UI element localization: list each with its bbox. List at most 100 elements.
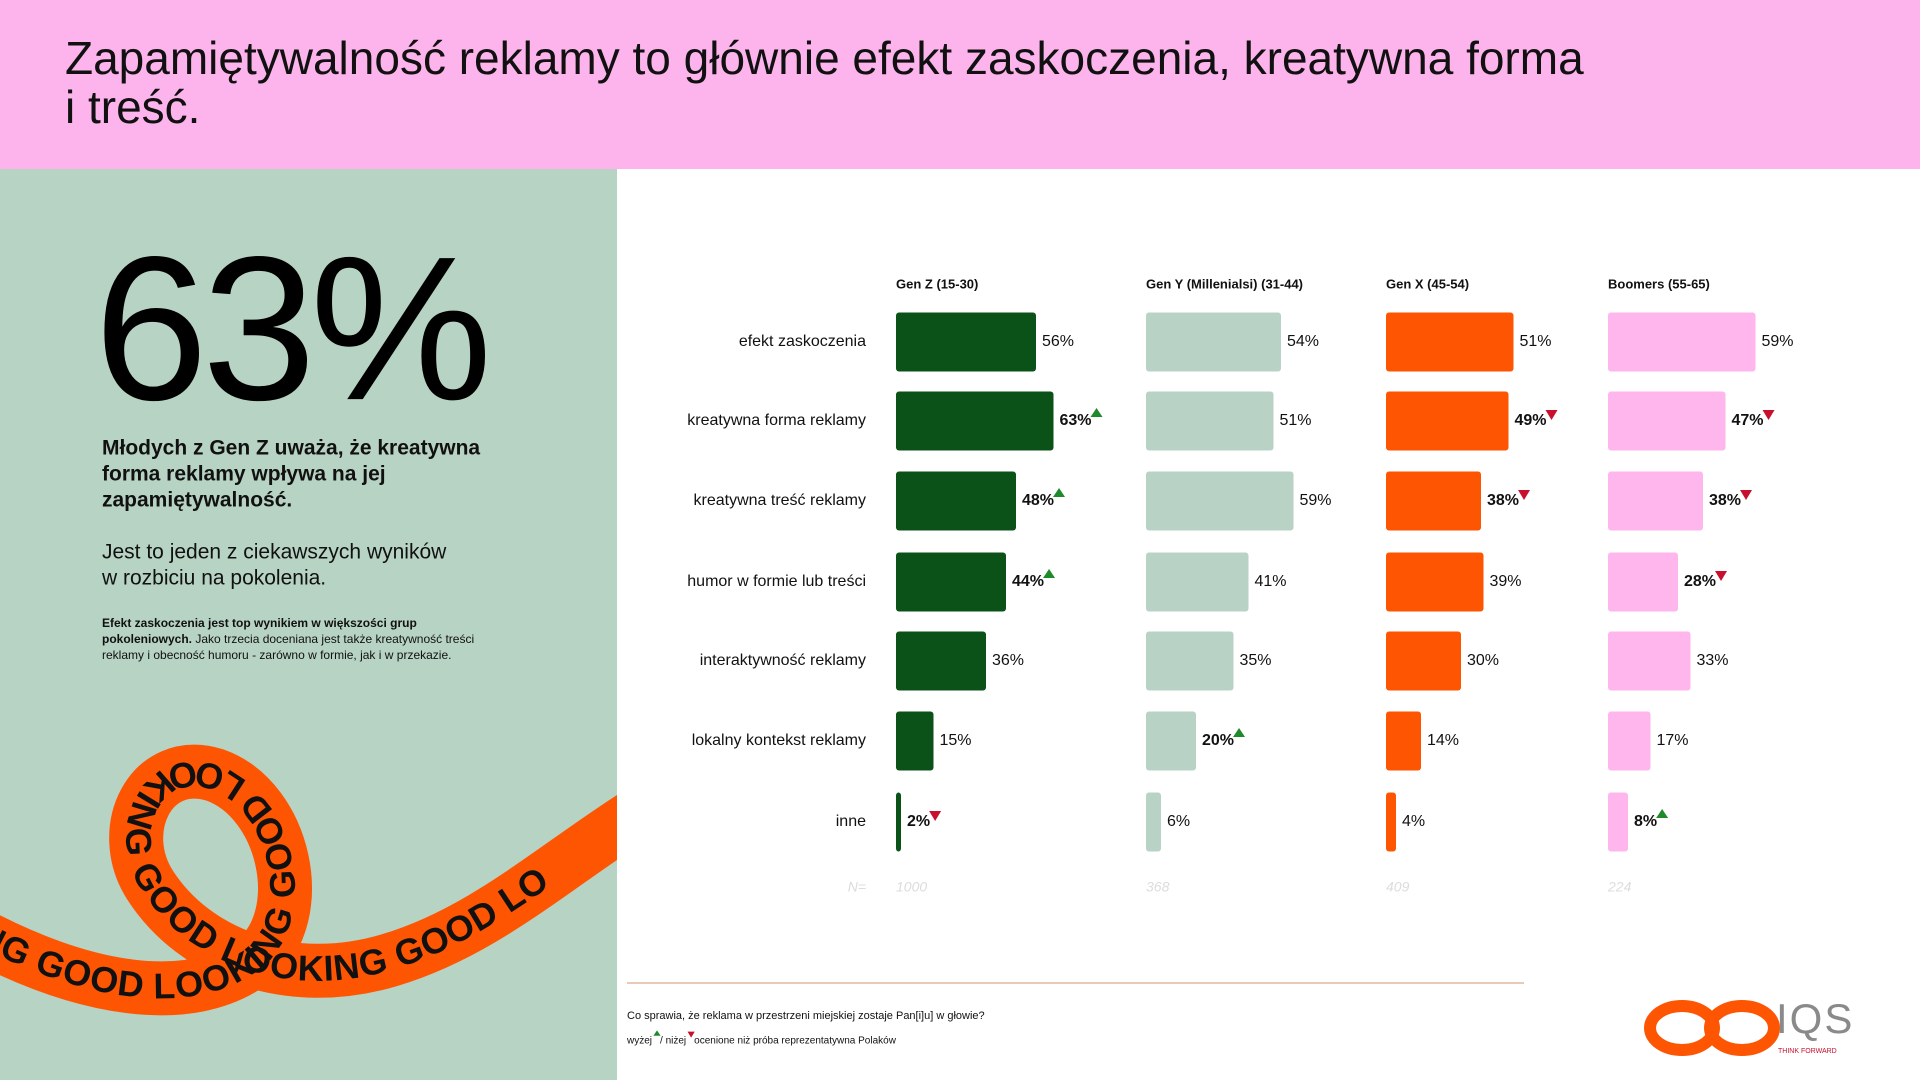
category-label: efekt zaskoczenia	[739, 333, 866, 350]
value-label: 14%	[1427, 732, 1459, 749]
note: Efekt zaskoczenia jest top wynikiem w wi…	[102, 616, 474, 662]
sample-size: 409	[1386, 879, 1410, 895]
significance-marker	[653, 1030, 661, 1036]
significance-marker	[1233, 728, 1246, 737]
bar	[1146, 312, 1281, 372]
sample-label: N=	[848, 879, 866, 895]
brand: IQS	[1776, 995, 1854, 1042]
category-label: humor w formie lub treści	[687, 573, 866, 590]
value-label: 28%	[1684, 573, 1716, 590]
significance-marker	[1053, 488, 1066, 497]
value-label: 4%	[1402, 813, 1425, 830]
value-label: 39%	[1490, 573, 1522, 590]
note-regular: reklamy i obecność humoru - zarówno w fo…	[102, 648, 451, 662]
bar	[1608, 471, 1703, 531]
paragraph-line: w rozbiciu na pokolenia.	[101, 567, 326, 590]
value-label: 38%	[1709, 492, 1741, 509]
chart-title: Gen Y (Millenialsi) (31-44)	[1146, 276, 1303, 291]
title-line: i treść.	[65, 81, 200, 133]
value-label: 33%	[1697, 652, 1729, 669]
value-label: 41%	[1255, 573, 1287, 590]
value-label: 15%	[940, 732, 972, 749]
bar	[1608, 391, 1726, 451]
category-label: interaktywność reklamy	[700, 652, 866, 669]
note-bold: Efekt zaskoczenia jest top wynikiem w wi…	[102, 616, 417, 630]
header-band	[0, 0, 1920, 169]
legend-text: wyżej	[626, 1036, 652, 1047]
paragraph-line: Jest to jeden z ciekawszych wyników	[102, 541, 447, 564]
chart-title: Gen Z (15-30)	[896, 276, 978, 291]
sample-size: 368	[1146, 879, 1170, 895]
value-label: 48%	[1022, 492, 1054, 509]
value-label: 20%	[1202, 732, 1234, 749]
bar	[1386, 552, 1484, 612]
bar	[1146, 792, 1161, 852]
legend-text: / niżej	[660, 1036, 686, 1047]
bold-line: forma reklamy wpływa na jej	[102, 463, 386, 486]
legend-text: ocenione niż próba reprezentatywna Polak…	[694, 1036, 897, 1047]
bar	[1608, 711, 1651, 771]
value-label: 49%	[1515, 412, 1547, 429]
value-label: 8%	[1634, 813, 1657, 830]
bar	[1608, 792, 1628, 852]
significance-marker	[1090, 408, 1103, 417]
logo-mark	[1644, 1000, 1780, 1056]
value-label: 30%	[1467, 652, 1499, 669]
significance-marker	[1715, 571, 1728, 581]
bold-line: Młodych z Gen Z uważa, że kreatywna	[102, 437, 480, 460]
note-line: pokoleniowych. Jako trzecia doceniana je…	[102, 632, 474, 646]
value-label: 2%	[907, 813, 930, 830]
note-line: Efekt zaskoczenia jest top wynikiem w wi…	[102, 616, 417, 630]
value-label: 6%	[1167, 813, 1190, 830]
value-label: 56%	[1042, 333, 1074, 350]
significance-marker	[1043, 569, 1056, 578]
bold-line: zapamiętywalność.	[102, 489, 292, 512]
sample-size: 1000	[896, 879, 927, 895]
category-label: lokalny kontekst reklamy	[692, 732, 866, 749]
bar	[896, 711, 934, 771]
footer-question: Co sprawia, że reklama w przestrzeni mie…	[627, 1010, 985, 1022]
bar	[896, 471, 1016, 531]
value-label: 59%	[1762, 333, 1794, 350]
sample-size: 224	[1607, 879, 1632, 895]
title-line: Zapamiętywalność reklamy to głównie efek…	[65, 32, 1584, 84]
value-label: 35%	[1240, 652, 1272, 669]
bar	[1146, 631, 1234, 691]
tagline: THINK FORWARD	[1778, 1048, 1837, 1055]
significance-marker	[1518, 490, 1531, 500]
category-label: kreatywna treść reklamy	[694, 492, 867, 509]
big-number: 63%	[94, 214, 486, 443]
footer-legend: wyżej / niżej ocenione niż próba reprezent…	[626, 1036, 897, 1047]
category-label: kreatywna forma reklamy	[687, 412, 866, 429]
bar	[896, 391, 1054, 451]
note-regular: Jako trzecia doceniana jest także kreaty…	[192, 632, 474, 646]
significance-marker	[1762, 410, 1775, 420]
category-label: inne	[836, 813, 866, 830]
significance-marker	[1656, 809, 1669, 818]
bar	[896, 312, 1036, 372]
value-label: 51%	[1520, 333, 1552, 350]
significance-marker	[687, 1031, 695, 1038]
bar	[1386, 711, 1421, 771]
bar	[896, 552, 1006, 612]
value-label: 51%	[1280, 412, 1312, 429]
value-label: 63%	[1060, 412, 1092, 429]
bar	[1146, 391, 1274, 451]
ribbon-band	[0, 744, 617, 1016]
chart-panel	[617, 169, 1920, 1080]
value-label: 44%	[1012, 573, 1044, 590]
significance-marker	[929, 811, 942, 821]
bar	[896, 631, 986, 691]
chart-title: Boomers (55-65)	[1608, 276, 1710, 291]
note-line: reklamy i obecność humoru - zarówno w fo…	[102, 648, 451, 662]
significance-marker	[1545, 410, 1558, 420]
value-label: 36%	[992, 652, 1024, 669]
bar	[1608, 552, 1678, 612]
value-label: 54%	[1287, 333, 1319, 350]
bar	[1146, 711, 1196, 771]
bar	[1608, 312, 1756, 372]
value-label: 47%	[1732, 412, 1764, 429]
chart-title: Gen X (45-54)	[1386, 276, 1469, 291]
bar	[1386, 631, 1461, 691]
